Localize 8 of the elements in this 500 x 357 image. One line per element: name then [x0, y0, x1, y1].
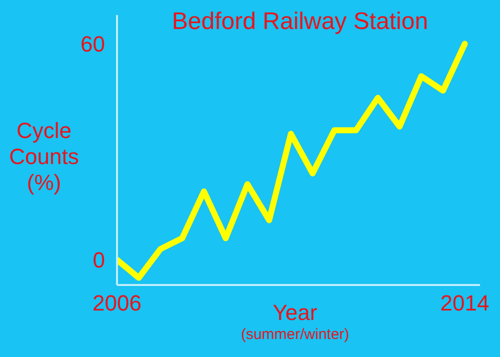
y-tick-label: 60 — [80, 32, 105, 57]
chart-title: Bedford Railway Station — [170, 8, 430, 36]
x-tick-label: 2006 — [92, 290, 142, 316]
text: (summer/winter) — [240, 326, 350, 343]
x-tick-label: 2014 — [440, 290, 490, 316]
x-axis-title: Year — [272, 300, 318, 325]
y-axis-title: Cycle Counts (%) — [8, 118, 80, 196]
y-tick-label: 0 — [92, 248, 105, 273]
